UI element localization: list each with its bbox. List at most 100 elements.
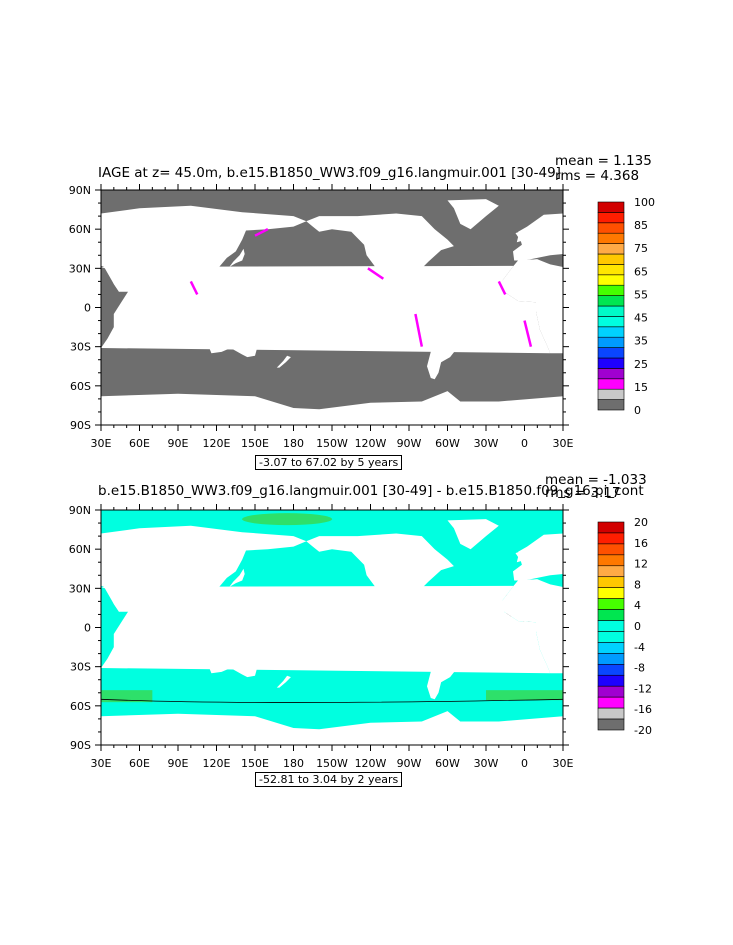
chart-1-colorbar-box: [597, 305, 625, 317]
chart-2-colorbar-label: 4: [634, 599, 641, 612]
chart-2-x-tick-label: 90E: [168, 757, 189, 770]
chart-2-y-tick-label: 30S: [70, 661, 91, 674]
chart-1-colorbar-box: [597, 388, 625, 400]
chart-2-colorbar-box: [597, 653, 625, 665]
chart-1-colorbar-box: [597, 326, 625, 338]
chart-1-coastal-highlight: [189, 280, 199, 295]
chart-1-colorbar-label: 45: [634, 312, 648, 325]
chart-1-x-tick-label: 120E: [203, 437, 231, 450]
chart-1-coastal-highlight: [523, 320, 533, 347]
chart-2-land-africa: [101, 579, 551, 674]
chart-1-x-tick-label: 30E: [553, 437, 574, 450]
chart-2-y-tick-label: 90N: [69, 504, 91, 517]
chart-1-coastal-highlight: [254, 228, 269, 237]
chart-2-y-tick-label: 30N: [69, 582, 91, 595]
chart-1-colorbar-label: 0: [634, 404, 641, 417]
chart-1-x-tick-label: 60W: [435, 437, 460, 450]
chart-2-colorbar-label: 0: [634, 620, 641, 633]
chart-2-x-tick-label: 60E: [129, 757, 150, 770]
chart-2-colorbar-box: [597, 587, 625, 599]
chart-1-colorbar-label: 55: [634, 288, 648, 301]
chart-2-colorbar-label: -8: [634, 662, 645, 675]
chart-2-colorbar-label: -20: [634, 724, 652, 737]
panel-1-contour-info: -3.07 to 67.02 by 5 years: [255, 455, 403, 470]
panel-2: b.e15.B1850_WW3.f09_g16.langmuir.001 [30…: [0, 470, 733, 800]
chart-1-x-tick-label: 30W: [474, 437, 499, 450]
chart-2-colorbar-box: [597, 685, 625, 698]
chart-1-y-tick-label: 90S: [70, 419, 91, 432]
chart-2-y-tick-label: 90S: [70, 739, 91, 752]
chart-1-colorbar-label: 65: [634, 265, 648, 278]
chart-1-colorbar-box: [597, 368, 625, 380]
chart-1-colorbar-box: [597, 378, 625, 390]
chart-2-colorbar-box: [597, 664, 625, 676]
chart-1-colorbar-box: [597, 243, 625, 255]
chart-2-colorbar-box: [597, 576, 625, 588]
chart-2-colorbar-box: [597, 543, 625, 556]
chart-1-x-tick-label: 60E: [129, 437, 150, 450]
panel-2-rms: rms = 3.17: [545, 485, 621, 501]
chart-1-coastal-highlight: [367, 267, 385, 280]
chart-2-colorbar-box: [597, 620, 625, 632]
chart-2-colorbar-box: [597, 554, 625, 567]
chart-2-arctic-band: [242, 513, 333, 526]
panel-2-contour-info: -52.81 to 3.04 by 2 years: [255, 772, 403, 787]
chart-2-x-tick-label: 60W: [435, 757, 460, 770]
chart-2-colorbar-label: -12: [634, 682, 652, 695]
chart-2-colorbar-box: [597, 565, 625, 578]
chart-1-colorbar-label: 15: [634, 381, 648, 394]
chart-2-band-se: [486, 690, 563, 701]
chart-2-land-japan: [229, 568, 245, 587]
chart-2-x-tick-label: 30E: [553, 757, 574, 770]
chart-1-colorbar-box: [597, 357, 625, 369]
chart-1-colorbar-label: 35: [634, 335, 648, 348]
chart-2-x-tick-label: 90W: [397, 757, 422, 770]
chart-1-x-tick-label: 150E: [241, 437, 269, 450]
chart-2-colorbar-box: [597, 609, 625, 621]
chart-1-colorbar-box: [597, 264, 625, 276]
chart-1-land-africa: [101, 259, 551, 354]
chart-2-colorbar-label: -16: [634, 703, 652, 716]
chart-1-colorbar-box: [597, 253, 625, 265]
panel-1-title: IAGE at z= 45.0m, b.e15.B1850_WW3.f09_g1…: [98, 165, 561, 181]
chart-1-land-greenland: [447, 199, 499, 230]
chart-2-x-tick-label: 30E: [91, 757, 112, 770]
chart-2-land-africa-east: [498, 579, 563, 674]
chart-2-colorbar-label: 16: [634, 537, 648, 550]
chart-1-coastal-highlight: [497, 280, 507, 295]
chart-2-x-tick-label: 180: [283, 757, 304, 770]
chart-1-colorbar-box: [597, 347, 625, 359]
chart-1-x-tick-label: 120W: [355, 437, 387, 450]
chart-2-land-namerica: [306, 533, 454, 618]
chart-1-y-tick-label: 30N: [69, 262, 91, 275]
chart-2-colorbar-box: [597, 598, 625, 610]
chart-1-x-tick-label: 0: [521, 437, 528, 450]
chart-2-x-tick-label: 120E: [203, 757, 231, 770]
chart-1-x-tick-label: 30E: [91, 437, 112, 450]
chart-1-y-tick-label: 60N: [69, 223, 91, 236]
chart-1-colorbar-label: 75: [634, 242, 648, 255]
chart-1-x-tick-label: 90E: [168, 437, 189, 450]
chart-1-colorbar-box: [597, 212, 625, 224]
chart-2-contour-south: [101, 698, 563, 703]
chart-2-colorbar-label: 12: [634, 558, 648, 571]
chart-1-coastal-highlight: [414, 313, 424, 347]
chart-1-x-tick-label: 90W: [397, 437, 422, 450]
chart-2-map: [101, 510, 563, 745]
chart-2-colorbar-label: 20: [634, 516, 648, 529]
chart-1-map: [101, 190, 563, 425]
chart-1-colorbar-box: [597, 222, 625, 234]
chart-2-band-sw: [101, 690, 153, 703]
chart-1-colorbar-label: 25: [634, 358, 648, 371]
chart-1-x-tick-label: 150W: [316, 437, 348, 450]
chart-2-land-antarctica: [101, 711, 563, 745]
chart-2-land-australia: [208, 641, 259, 678]
chart-1-y-tick-label: 60S: [70, 380, 91, 393]
chart-1-land-africa-east: [498, 259, 563, 354]
chart-2-x-tick-label: 120W: [355, 757, 387, 770]
chart-1-land-nz: [276, 355, 291, 368]
chart-1-land-indonesia: [184, 299, 255, 318]
chart-1-y-tick-label: 30S: [70, 341, 91, 354]
chart-2-colorbar-box: [597, 642, 625, 654]
panel-2-mean: mean = -1.033: [545, 472, 647, 488]
